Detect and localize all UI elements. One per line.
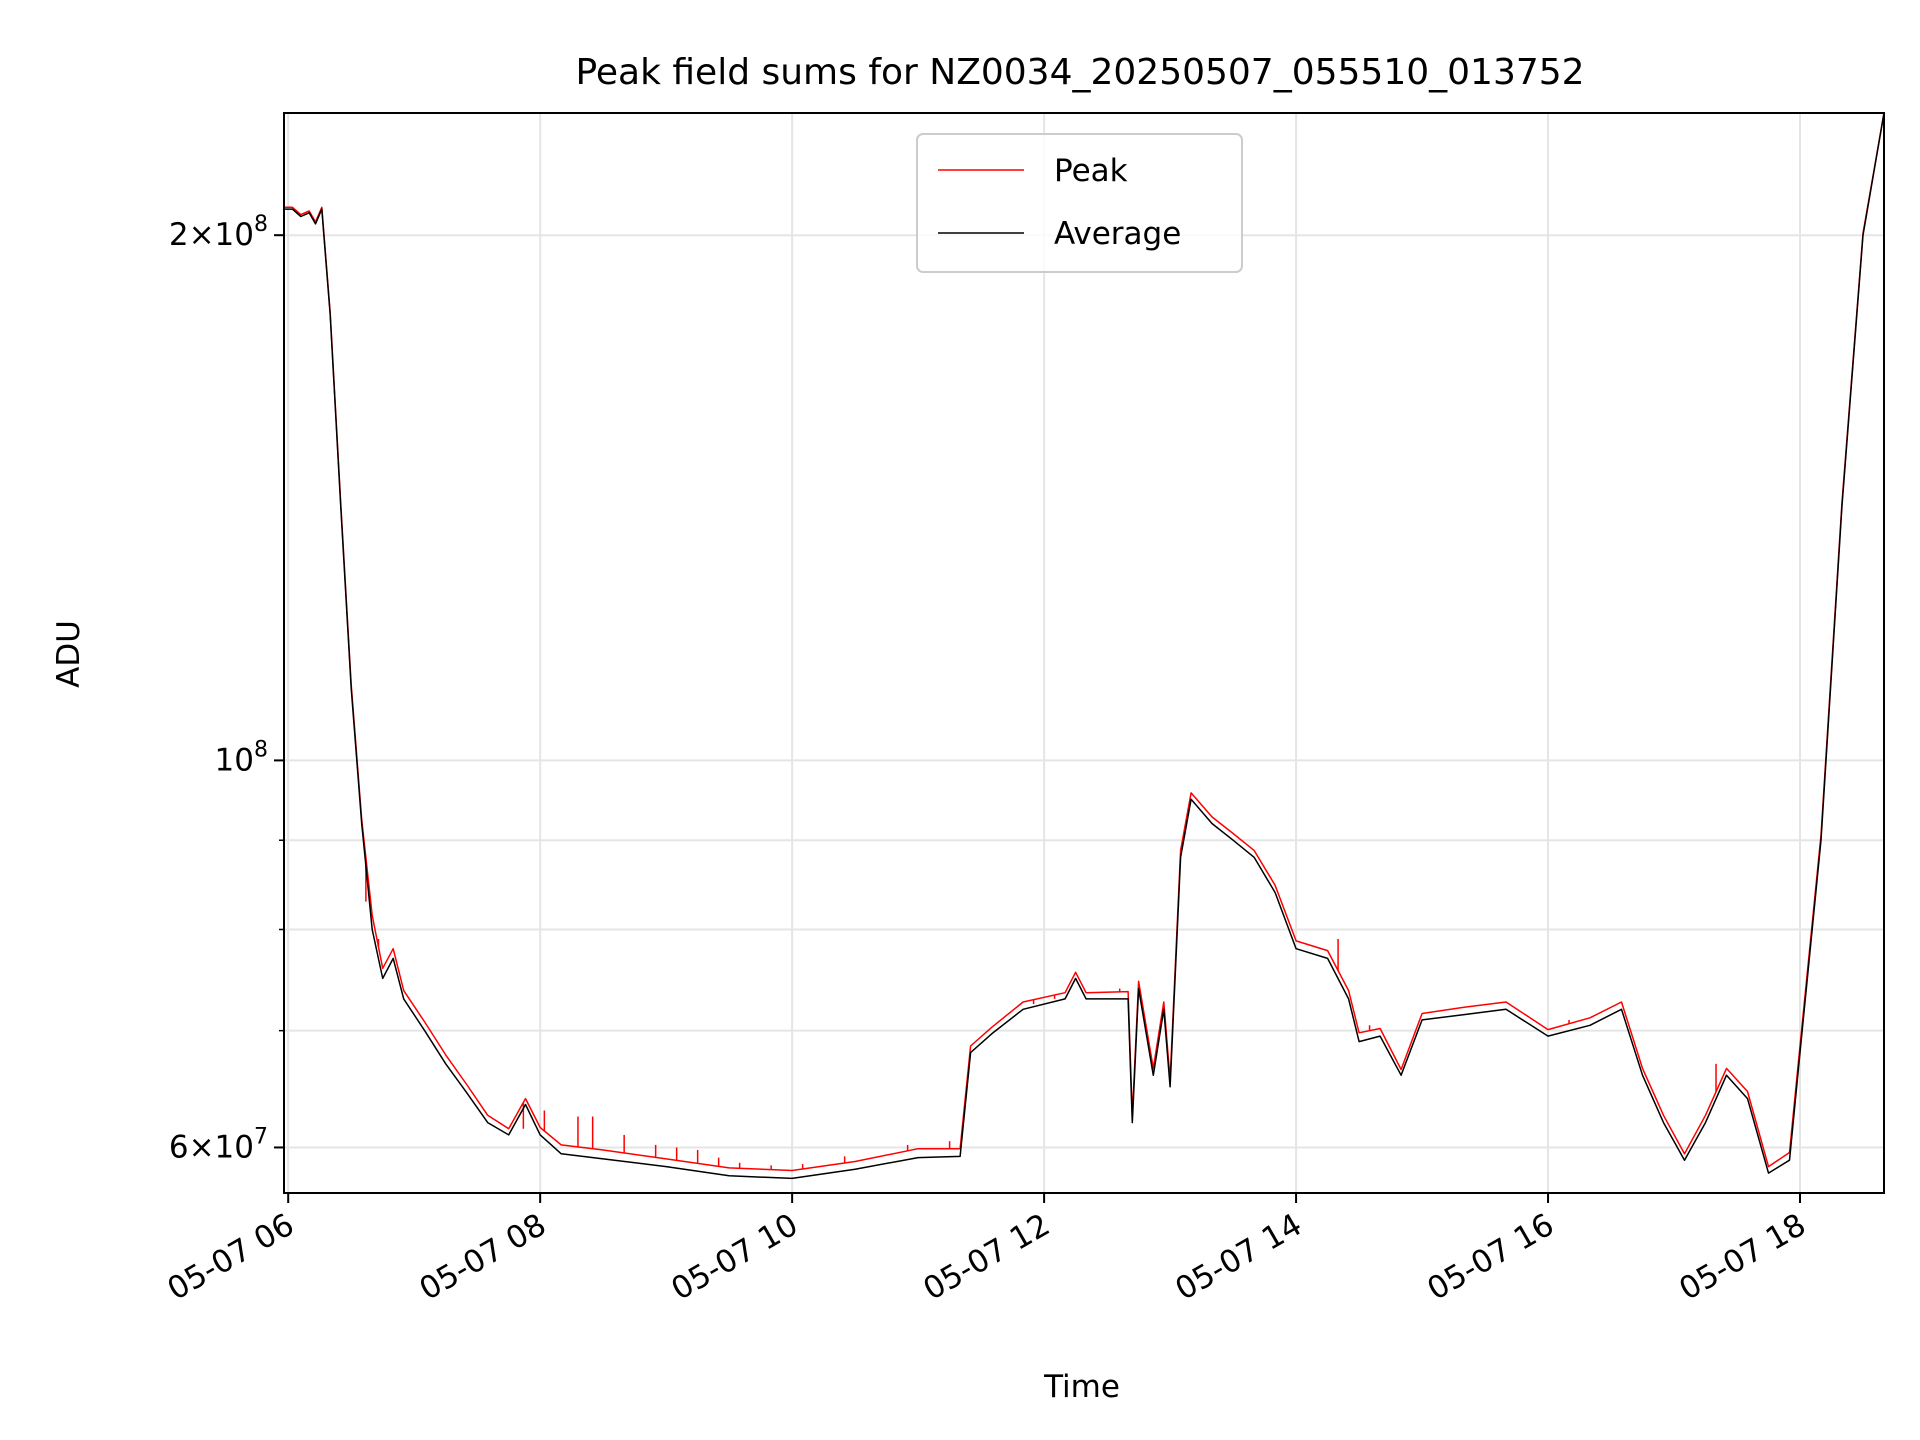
legend-box <box>916 133 1243 273</box>
legend: Peak Average <box>916 133 1243 273</box>
series-layer <box>284 112 1885 1180</box>
y-tick-label: 2×108 <box>169 212 268 253</box>
y-axis-label: ADU <box>51 620 87 688</box>
y-tick-label: 108 <box>215 737 268 778</box>
legend-average-label: Average <box>1054 216 1181 252</box>
chart-title: Peak field sums for NZ0034_20250507_0555… <box>575 52 1584 93</box>
series-line-average <box>284 112 1885 1180</box>
legend-peak-label: Peak <box>1054 153 1128 189</box>
grid <box>284 113 1884 1193</box>
axes-frame <box>283 112 1885 1194</box>
y-axis-ticks: 6×107 108 2×108 <box>169 212 284 1165</box>
y-tick-label: 6×107 <box>169 1124 268 1165</box>
x-axis-label: Time <box>1043 1369 1120 1405</box>
